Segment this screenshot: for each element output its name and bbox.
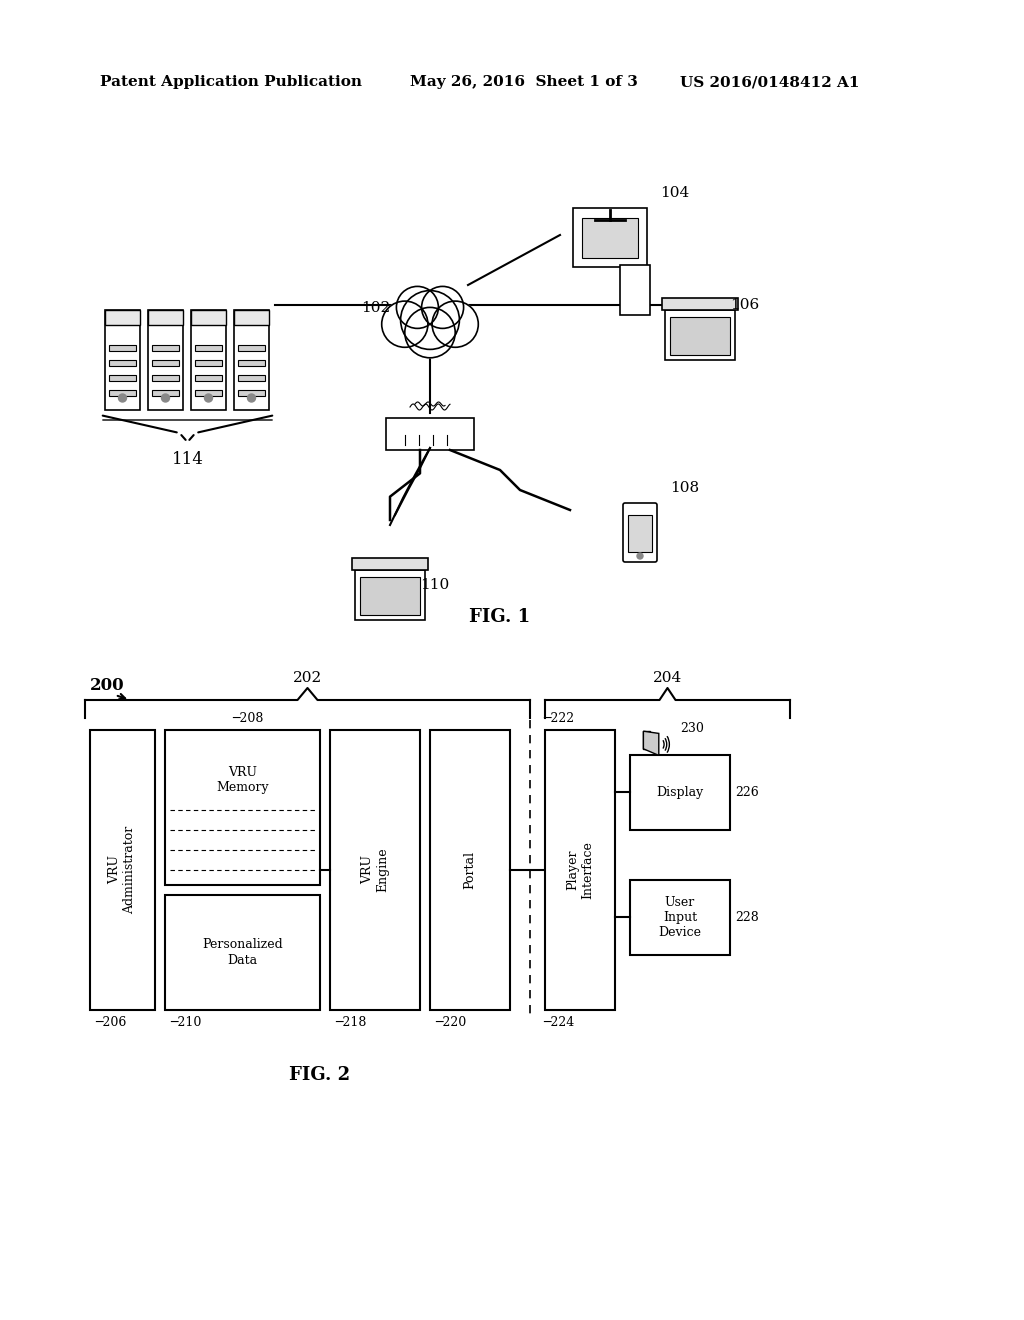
Text: ─206: ─206 <box>95 1015 126 1028</box>
Text: 228: 228 <box>735 911 759 924</box>
FancyBboxPatch shape <box>630 755 730 830</box>
Text: Personalized
Data: Personalized Data <box>202 939 283 966</box>
FancyBboxPatch shape <box>238 360 265 366</box>
Text: 106: 106 <box>730 298 759 312</box>
FancyBboxPatch shape <box>195 360 222 366</box>
FancyBboxPatch shape <box>109 389 136 396</box>
Text: FIG. 2: FIG. 2 <box>290 1067 350 1084</box>
Circle shape <box>637 553 643 558</box>
FancyBboxPatch shape <box>662 298 738 310</box>
FancyBboxPatch shape <box>105 310 140 325</box>
FancyBboxPatch shape <box>352 558 428 570</box>
Circle shape <box>404 308 456 358</box>
Circle shape <box>162 393 170 403</box>
FancyBboxPatch shape <box>238 389 265 396</box>
FancyBboxPatch shape <box>109 345 136 351</box>
FancyBboxPatch shape <box>109 360 136 366</box>
FancyBboxPatch shape <box>109 375 136 381</box>
Text: 104: 104 <box>660 186 689 201</box>
Text: Display: Display <box>656 785 703 799</box>
FancyBboxPatch shape <box>165 730 319 884</box>
Text: Portal: Portal <box>464 851 476 888</box>
Text: ─222: ─222 <box>543 711 574 725</box>
Circle shape <box>248 393 256 403</box>
Text: ─218: ─218 <box>335 1015 367 1028</box>
FancyBboxPatch shape <box>90 730 155 1010</box>
Text: 110: 110 <box>420 578 450 591</box>
Circle shape <box>205 393 213 403</box>
FancyBboxPatch shape <box>545 730 615 1010</box>
Circle shape <box>396 286 438 329</box>
FancyBboxPatch shape <box>195 375 222 381</box>
FancyBboxPatch shape <box>148 310 183 325</box>
FancyBboxPatch shape <box>152 389 179 396</box>
FancyBboxPatch shape <box>360 577 420 615</box>
Text: 108: 108 <box>670 480 699 495</box>
Text: VRU
Memory: VRU Memory <box>216 766 269 795</box>
FancyBboxPatch shape <box>152 375 179 381</box>
Text: VRU
Administrator: VRU Administrator <box>109 826 136 915</box>
Text: 200: 200 <box>90 676 125 693</box>
FancyBboxPatch shape <box>165 895 319 1010</box>
FancyBboxPatch shape <box>234 310 269 411</box>
FancyBboxPatch shape <box>238 345 265 351</box>
FancyBboxPatch shape <box>234 310 269 325</box>
FancyBboxPatch shape <box>582 218 638 257</box>
FancyBboxPatch shape <box>191 310 226 411</box>
FancyBboxPatch shape <box>386 418 474 450</box>
FancyBboxPatch shape <box>665 310 735 360</box>
FancyBboxPatch shape <box>630 880 730 954</box>
Text: 114: 114 <box>172 451 204 469</box>
Text: FIG. 1: FIG. 1 <box>469 609 530 626</box>
FancyBboxPatch shape <box>195 345 222 351</box>
Text: ─210: ─210 <box>170 1015 202 1028</box>
Text: 204: 204 <box>653 671 682 685</box>
FancyBboxPatch shape <box>430 730 510 1010</box>
FancyBboxPatch shape <box>643 731 650 748</box>
Text: User
Input
Device: User Input Device <box>658 896 701 939</box>
FancyBboxPatch shape <box>573 209 647 267</box>
FancyBboxPatch shape <box>148 310 183 411</box>
FancyBboxPatch shape <box>628 515 652 552</box>
FancyBboxPatch shape <box>238 375 265 381</box>
FancyBboxPatch shape <box>355 570 425 620</box>
Circle shape <box>422 286 464 329</box>
Text: ─220: ─220 <box>435 1015 466 1028</box>
FancyBboxPatch shape <box>105 310 140 411</box>
Circle shape <box>382 301 428 347</box>
Text: May 26, 2016  Sheet 1 of 3: May 26, 2016 Sheet 1 of 3 <box>410 75 638 88</box>
Text: Player
Interface: Player Interface <box>566 841 594 899</box>
FancyBboxPatch shape <box>670 317 730 355</box>
Text: VRU
Engine: VRU Engine <box>361 847 389 892</box>
FancyBboxPatch shape <box>195 389 222 396</box>
Text: 102: 102 <box>360 301 390 315</box>
FancyBboxPatch shape <box>191 310 226 325</box>
FancyBboxPatch shape <box>623 503 657 562</box>
Text: 230: 230 <box>680 722 703 734</box>
FancyBboxPatch shape <box>330 730 420 1010</box>
FancyBboxPatch shape <box>152 345 179 351</box>
Circle shape <box>432 301 478 347</box>
Circle shape <box>119 393 127 403</box>
FancyBboxPatch shape <box>152 360 179 366</box>
Polygon shape <box>643 731 658 755</box>
Text: 226: 226 <box>735 785 759 799</box>
Circle shape <box>400 290 460 350</box>
Text: Patent Application Publication: Patent Application Publication <box>100 75 362 88</box>
Text: US 2016/0148412 A1: US 2016/0148412 A1 <box>680 75 859 88</box>
FancyBboxPatch shape <box>620 265 650 315</box>
Text: ─208: ─208 <box>232 711 264 725</box>
Text: ─224: ─224 <box>543 1015 574 1028</box>
Text: 202: 202 <box>293 671 323 685</box>
